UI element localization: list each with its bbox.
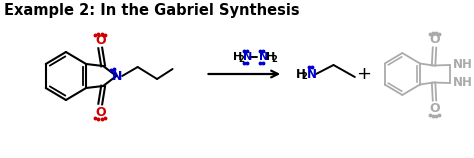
Text: N: N (112, 70, 122, 82)
Text: NH: NH (453, 76, 473, 89)
Text: +: + (356, 65, 371, 83)
Text: H: H (265, 52, 275, 62)
Text: O: O (429, 102, 440, 115)
Text: O: O (95, 106, 106, 118)
Text: O: O (95, 33, 106, 46)
Text: N: N (307, 67, 317, 80)
Text: 2: 2 (271, 55, 277, 64)
Text: 2: 2 (301, 72, 308, 81)
Text: NH: NH (453, 58, 473, 72)
Text: H: H (233, 52, 242, 62)
Text: H: H (296, 67, 306, 80)
Text: N: N (243, 52, 253, 62)
Text: O: O (429, 33, 440, 46)
Text: 2: 2 (238, 55, 244, 64)
Text: N: N (259, 52, 268, 62)
Text: Example 2: In the Gabriel Synthesis: Example 2: In the Gabriel Synthesis (4, 3, 300, 18)
